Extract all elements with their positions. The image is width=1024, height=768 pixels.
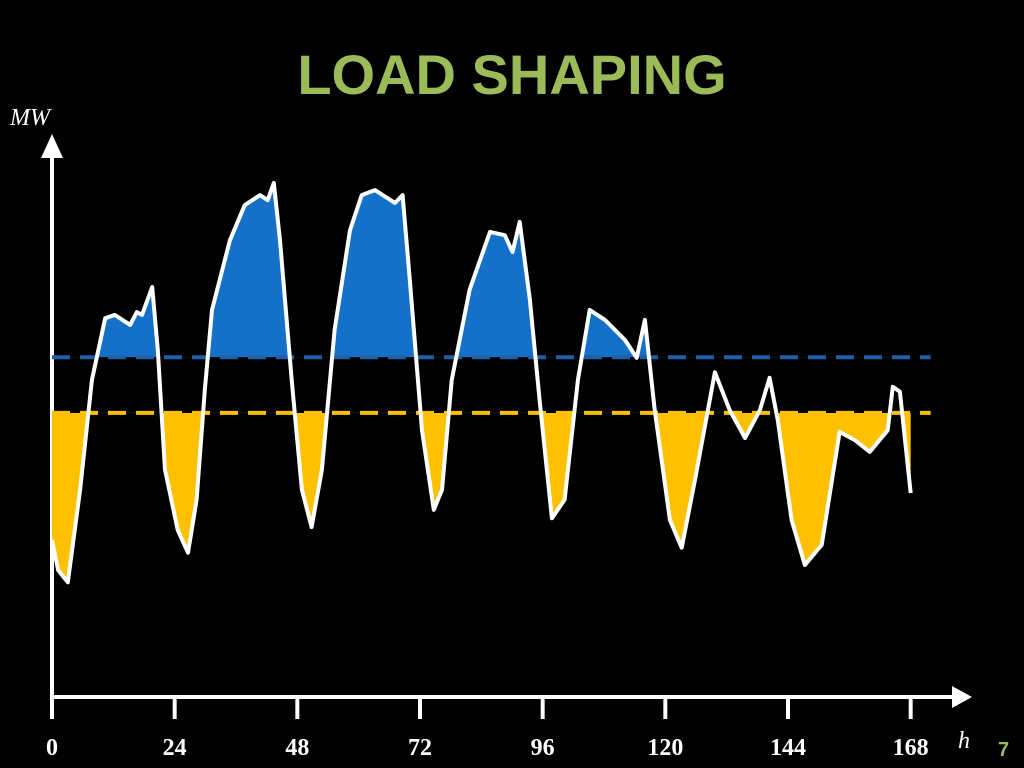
shaded-area [52, 182, 911, 358]
load-curve [50, 180, 913, 585]
x-tick-label: 72 [408, 735, 432, 761]
page-number: 7 [998, 739, 1009, 761]
x-tick-label: 144 [770, 735, 806, 761]
y-axis-label: MW [9, 105, 52, 131]
shaded-area [52, 412, 911, 583]
x-tick-label: 96 [531, 735, 555, 761]
x-tick-label: 48 [285, 735, 309, 761]
y-axis-arrow [41, 134, 63, 158]
x-tick-label: 168 [893, 735, 929, 761]
x-axis-label: h [958, 728, 970, 754]
chart-title: LOAD SHAPING [297, 43, 726, 106]
x-tick-label: 0 [46, 735, 58, 761]
x-tick-label: 24 [163, 735, 187, 761]
x-tick-label: 120 [647, 735, 683, 761]
x-axis-arrow [952, 686, 972, 708]
